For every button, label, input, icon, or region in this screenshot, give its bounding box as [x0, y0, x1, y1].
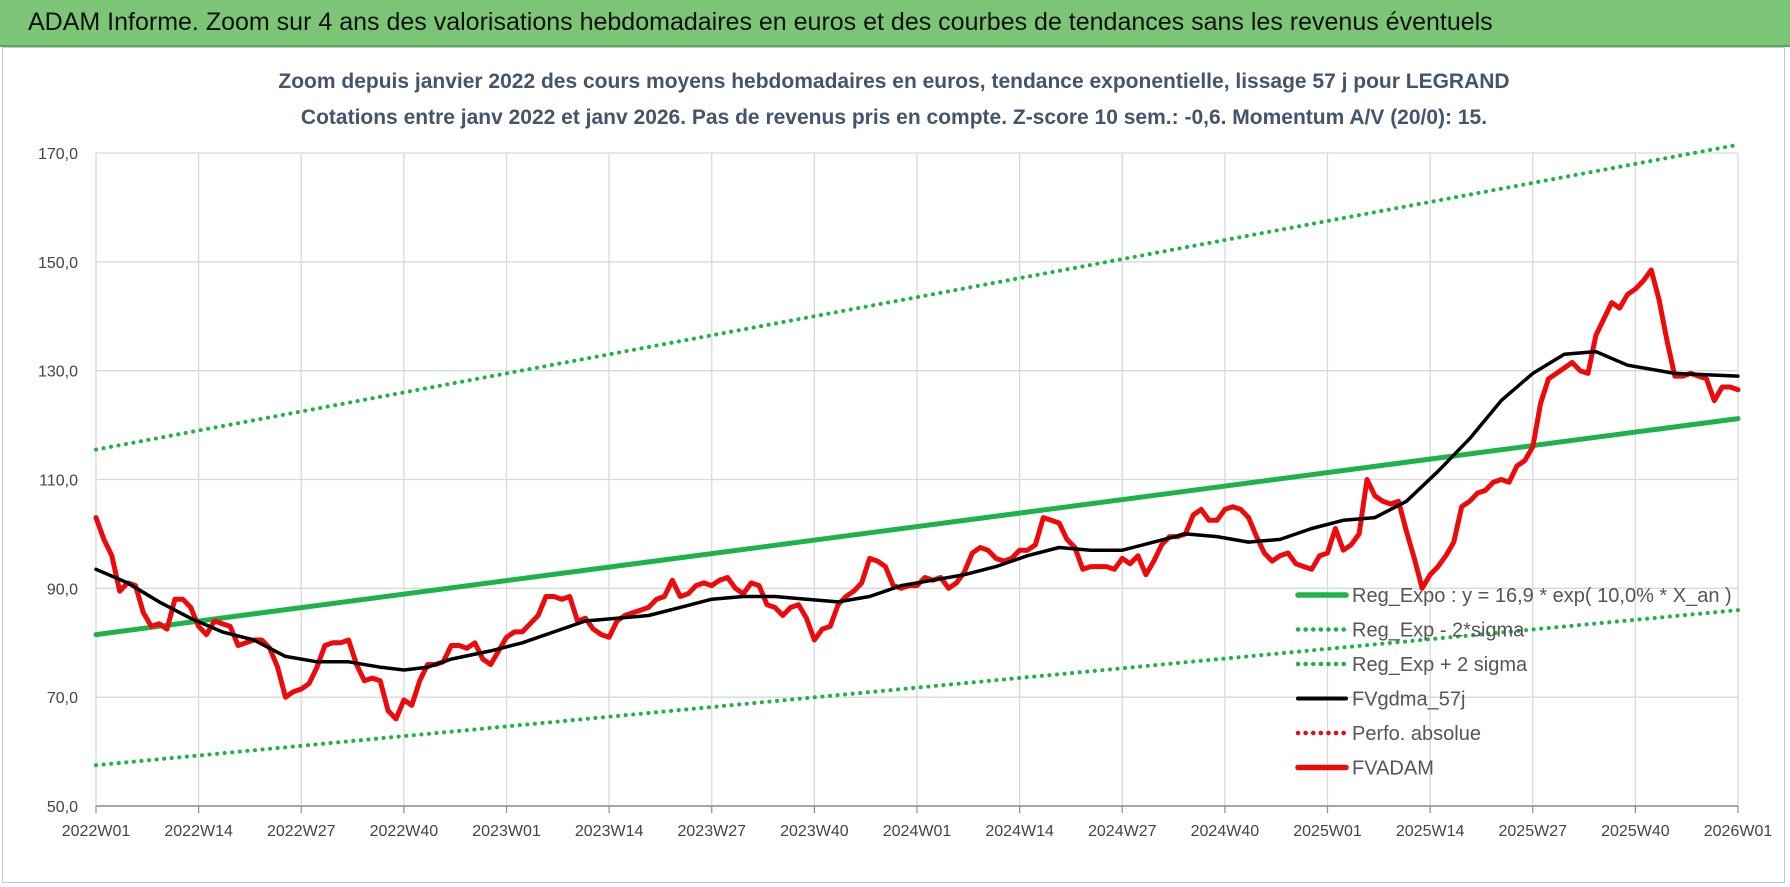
- x-tick-label: 2024W27: [1088, 823, 1157, 840]
- y-tick-label: 110,0: [39, 473, 78, 490]
- axes: 50,0 70,0 90,0 110,0 130,0 150,0 170,0 2022W01 2…: [38, 146, 1772, 840]
- y-tick-label: 170,0: [38, 146, 78, 163]
- chart-subtitle: Cotations entre janv 2022 et janv 2026. …: [301, 106, 1487, 129]
- series-line-reg-exp: [94, 608, 1740, 768]
- legend-label: Reg_Expo : y = 16,9 * exp( 10,0% * X_an …: [1352, 585, 1732, 607]
- y-tick-label: 50,0: [47, 799, 78, 816]
- page-title: ADAM Informe. Zoom sur 4 ans des valoris…: [28, 8, 1493, 36]
- x-tick-label: 2024W01: [883, 823, 952, 840]
- legend: Reg_Expo : y = 16,9 * exp( 10,0% * X_an …: [1295, 585, 1732, 780]
- x-tick-label: 2025W27: [1499, 823, 1568, 840]
- y-tick-label: 90,0: [47, 581, 78, 598]
- x-tick-label: 2023W27: [678, 823, 747, 840]
- legend-label: FVgdma_57j: [1352, 689, 1465, 711]
- x-tick-label: 2022W27: [267, 823, 336, 840]
- grid: [95, 152, 1739, 807]
- x-tick-label: 2025W14: [1396, 823, 1465, 840]
- x-tick-label: 2022W01: [62, 823, 131, 840]
- x-tick-label: 2026W01: [1704, 823, 1773, 840]
- y-tick-label: 130,0: [38, 364, 78, 381]
- x-tick-label: 2025W01: [1293, 823, 1362, 840]
- chart: Zoom depuis janvier 2022 des cours moyen…: [38, 70, 1772, 840]
- y-tick-label: 70,0: [47, 690, 78, 707]
- x-tick-label: 2022W40: [370, 823, 439, 840]
- y-tick-label: 150,0: [38, 255, 78, 272]
- x-tick-label: 2023W40: [780, 823, 849, 840]
- chart-frame: Zoom depuis janvier 2022 des cours moyen…: [2, 47, 1785, 883]
- x-tick-label: 2023W14: [575, 823, 644, 840]
- x-tick-label: 2022W14: [164, 823, 233, 840]
- x-tick-label: 2023W01: [472, 823, 541, 840]
- series-line-fvadam: [93, 267, 1741, 722]
- legend-label: Reg_Exp - 2*sigma: [1352, 620, 1525, 642]
- series-layer: [93, 142, 1741, 768]
- x-tick-label: 2024W14: [985, 823, 1054, 840]
- header-bar: ADAM Informe. Zoom sur 4 ans des valoris…: [0, 0, 1790, 47]
- chart-title: Zoom depuis janvier 2022 des cours moyen…: [278, 70, 1509, 93]
- series-line-fvgdma-57j: [94, 349, 1740, 672]
- x-tick-label: 2025W40: [1601, 823, 1670, 840]
- x-tick-label: 2024W40: [1191, 823, 1260, 840]
- series-line-reg-exp: [94, 142, 1740, 452]
- legend-label: Perfo. absolue: [1352, 723, 1481, 745]
- legend-label: Reg_Exp + 2 sigma: [1352, 654, 1528, 676]
- legend-label: FVADAM: [1352, 758, 1434, 780]
- series-line-reg-expo: [93, 416, 1741, 638]
